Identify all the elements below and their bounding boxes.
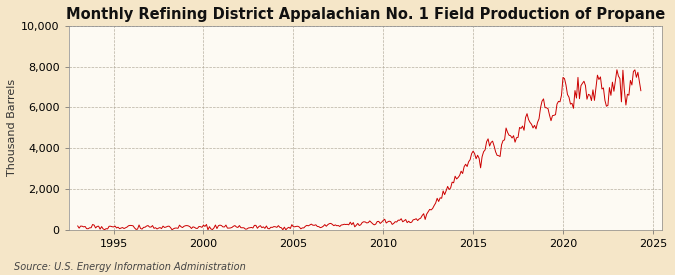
Title: Monthly Refining District Appalachian No. 1 Field Production of Propane: Monthly Refining District Appalachian No… xyxy=(65,7,665,22)
Y-axis label: Thousand Barrels: Thousand Barrels xyxy=(7,79,17,176)
Text: Source: U.S. Energy Information Administration: Source: U.S. Energy Information Administ… xyxy=(14,262,245,272)
